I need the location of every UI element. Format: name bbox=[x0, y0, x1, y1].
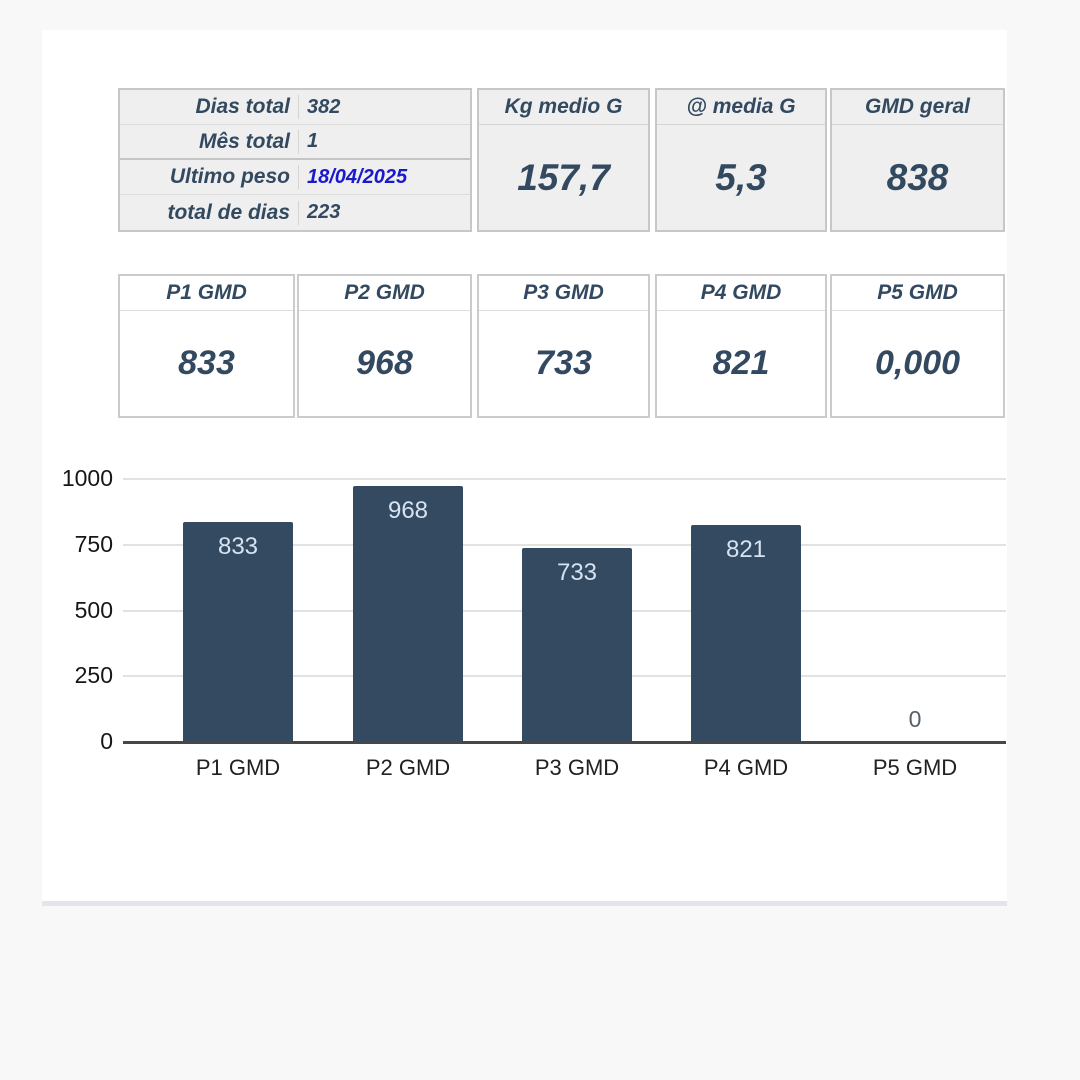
x-tick-label: P2 GMD bbox=[365, 755, 451, 780]
y-tick-label: 1000 bbox=[61, 465, 113, 491]
period-box-label: P2 GMD bbox=[299, 276, 470, 311]
summary-row-value: 223 bbox=[307, 201, 341, 223]
x-tick-label: P3 GMD bbox=[534, 755, 620, 780]
y-tick-label: 500 bbox=[74, 596, 113, 623]
bar-value-label: 821 bbox=[725, 536, 767, 564]
stat-box-value: 157,7 bbox=[517, 156, 610, 198]
stat-box-kg-medio: Kg medio G 157,7 bbox=[477, 88, 650, 232]
period-box-label: P4 GMD bbox=[657, 276, 825, 311]
period-box-label: P1 GMD bbox=[120, 276, 293, 311]
period-box-label: P3 GMD bbox=[479, 276, 648, 311]
period-box-p2: P2 GMD 968 bbox=[297, 274, 472, 418]
y-tick-label: 250 bbox=[74, 662, 113, 689]
bar-p3-gmd: 733 bbox=[522, 548, 632, 741]
table-row: Dias total 382 bbox=[120, 90, 470, 125]
x-tick-label: P5 GMD bbox=[872, 755, 958, 780]
chart-x-axis-labels: P1 GMD P2 GMD P3 GMD P4 GMD P5 GMD bbox=[123, 755, 1006, 785]
period-box-value: 833 bbox=[178, 344, 235, 382]
last-weight-date: 18/04/2025 bbox=[307, 165, 408, 188]
x-tick-label: P1 GMD bbox=[195, 755, 281, 780]
chart-plot: 833 968 733 821 0 bbox=[123, 478, 1006, 744]
bar-value-label: 968 bbox=[387, 497, 429, 525]
period-box-p3: P3 GMD 733 bbox=[477, 274, 650, 418]
period-box-value: 0,000 bbox=[874, 344, 961, 382]
summary-row-label: total de dias bbox=[120, 200, 299, 225]
gridline bbox=[123, 478, 1006, 480]
bar-value-label-zero: 0 bbox=[908, 706, 922, 732]
period-box-p1: P1 GMD 833 bbox=[118, 274, 295, 418]
stat-box-arroba-media: @ media G 5,3 bbox=[655, 88, 827, 232]
summary-table: Dias total 382 Mês total 1 Ultimo peso 1… bbox=[118, 88, 472, 232]
bar-p2-gmd: 968 bbox=[353, 486, 463, 741]
y-tick-label: 0 bbox=[100, 728, 113, 754]
x-tick-label: P4 GMD bbox=[703, 755, 789, 780]
gmd-bar-chart: 0 250 500 750 1000 833 968 733 821 0 P1 GMD P2 GM… bbox=[42, 448, 1007, 828]
period-box-p5: P5 GMD 0,000 bbox=[830, 274, 1005, 418]
summary-row-value: 382 bbox=[307, 95, 341, 118]
chart-y-axis-labels: 0 250 500 750 1000 bbox=[42, 465, 113, 754]
summary-row-label: Ultimo peso bbox=[120, 165, 299, 189]
stat-box-label: GMD geral bbox=[832, 90, 1003, 125]
stat-box-label: @ media G bbox=[657, 90, 825, 125]
bar-p4-gmd: 821 bbox=[691, 525, 801, 741]
period-box-p4: P4 GMD 821 bbox=[655, 274, 827, 418]
period-box-value: 968 bbox=[356, 344, 413, 382]
table-row: Ultimo peso 18/04/2025 bbox=[120, 160, 470, 195]
table-row: Mês total 1 bbox=[120, 125, 470, 160]
gridline bbox=[123, 543, 1006, 546]
summary-row-label: Dias total bbox=[120, 95, 299, 119]
report-card: Dias total 382 Mês total 1 Ultimo peso 1… bbox=[42, 30, 1007, 906]
bar-p1-gmd: 833 bbox=[183, 521, 293, 741]
bar-value-label: 733 bbox=[556, 559, 598, 587]
stat-box-label: Kg medio G bbox=[479, 90, 648, 125]
stat-box-gmd-geral: GMD geral 838 bbox=[830, 88, 1005, 232]
summary-row-label: Mês total bbox=[120, 129, 299, 154]
period-box-value: 821 bbox=[712, 344, 770, 382]
bar-value-label: 833 bbox=[217, 532, 259, 560]
summary-row-value: 1 bbox=[307, 130, 319, 152]
stat-box-value: 838 bbox=[886, 156, 949, 198]
stat-box-value: 5,3 bbox=[715, 156, 767, 198]
y-tick-label: 750 bbox=[74, 530, 113, 557]
period-box-label: P5 GMD bbox=[832, 276, 1003, 311]
table-row: total de dias 223 bbox=[120, 195, 470, 230]
period-box-value: 733 bbox=[535, 344, 592, 382]
